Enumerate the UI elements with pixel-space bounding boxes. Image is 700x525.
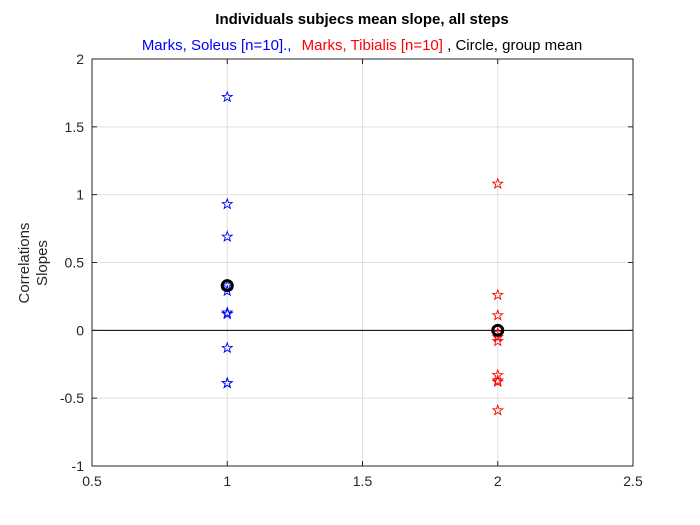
data-point-star xyxy=(491,375,504,388)
data-point-star xyxy=(491,334,504,347)
subtitle-group-mean: , Circle, group mean xyxy=(447,37,582,54)
y-tick-label: -1 xyxy=(72,458,85,474)
y-tick-label: 2 xyxy=(76,51,84,67)
data-point-star xyxy=(491,288,504,301)
y-axis-label-line-1: Correlations xyxy=(16,223,33,304)
tick-labels: 0.5 1 1.5 2 2.5 -1 -0.5 0 0.5 1 1.5 2 xyxy=(60,51,643,489)
data-point-star xyxy=(221,230,234,243)
series-soleus xyxy=(221,90,234,389)
group-mean-circle xyxy=(491,323,505,337)
x-tick-label: 1 xyxy=(223,473,231,489)
data-point-star xyxy=(491,177,504,190)
data-marks xyxy=(220,90,505,416)
data-point-star xyxy=(491,308,504,321)
y-axis-label-line-2: Slopes xyxy=(34,240,51,286)
data-point-star xyxy=(491,403,504,416)
y-tick-label: -0.5 xyxy=(60,390,84,406)
x-tick-label: 1.5 xyxy=(353,473,373,489)
data-point-star xyxy=(491,373,504,386)
data-point-star xyxy=(221,307,234,320)
data-point-star xyxy=(221,197,234,210)
y-axis-label: Correlations Slopes xyxy=(16,223,51,304)
subtitle-soleus: Marks, Soleus [n=10]., xyxy=(142,37,292,54)
subtitle-tibialis: Marks, Tibialis [n=10] xyxy=(302,37,443,54)
y-tick-label: 1 xyxy=(76,187,84,203)
data-point-star xyxy=(221,341,234,354)
y-tick-label: 1.5 xyxy=(65,119,85,135)
axes xyxy=(91,58,634,467)
x-tick-label: 0.5 xyxy=(82,473,102,489)
x-tick-label: 2 xyxy=(494,473,502,489)
y-tick-label: 0 xyxy=(76,322,84,338)
series-group-mean xyxy=(220,279,505,337)
data-point-star xyxy=(221,90,234,103)
data-point-star xyxy=(221,376,234,389)
chart-subtitle: Marks, Soleus [n=10]., Marks, Tibialis [… xyxy=(142,37,582,54)
group-mean-circle xyxy=(220,279,234,293)
chart-title: Individuals subjecs mean slope, all step… xyxy=(215,11,508,28)
y-tick-label: 0.5 xyxy=(65,255,85,271)
data-point-star xyxy=(221,306,234,318)
x-tick-label: 2.5 xyxy=(623,473,643,489)
